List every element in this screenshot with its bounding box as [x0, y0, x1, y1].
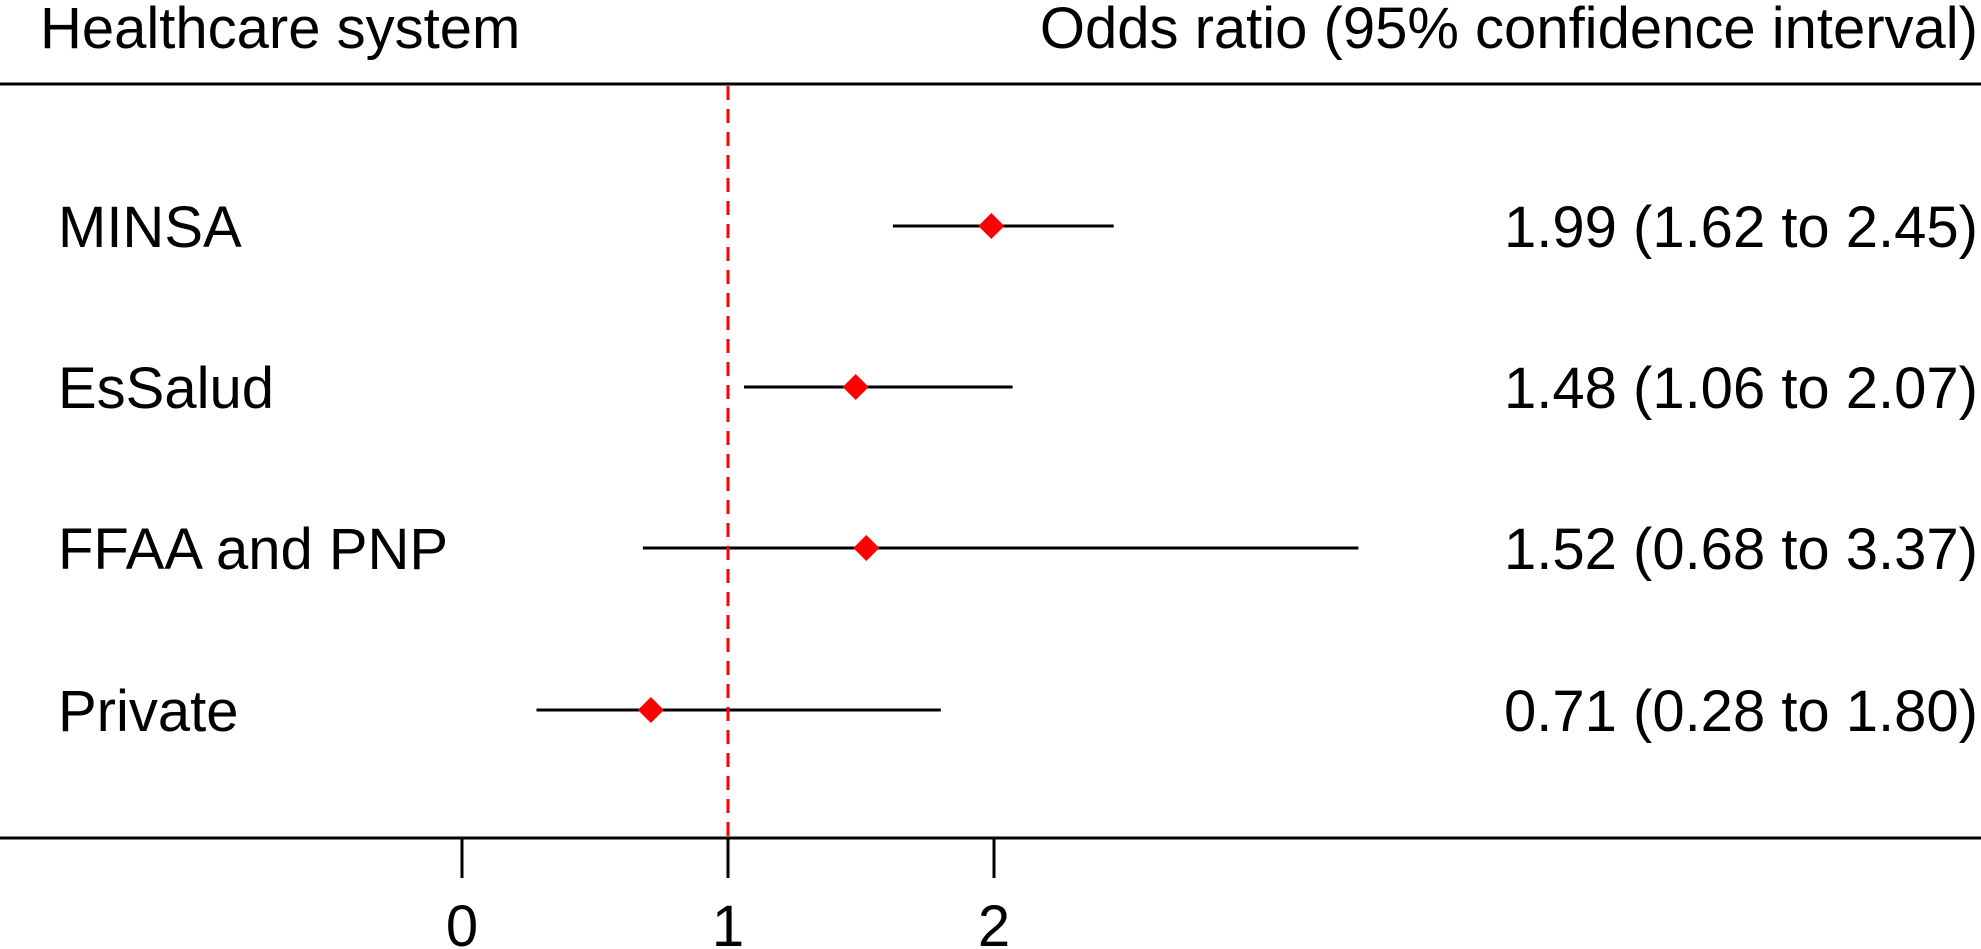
- estimate-marker: [853, 535, 880, 561]
- estimate-marker: [842, 374, 869, 400]
- x-tick-label: 2: [978, 894, 1010, 949]
- row-label: EsSalud: [58, 356, 274, 421]
- x-tick-label: 1: [712, 894, 744, 949]
- row-value-text: 1.48 (1.06 to 2.07): [1504, 356, 1978, 421]
- row-label: FFAA and PNP: [58, 517, 448, 582]
- forest-row: MINSA 1.99 (1.62 to 2.45): [58, 195, 1978, 260]
- row-label: Private: [58, 679, 239, 744]
- forest-row: Private 0.71 (0.28 to 1.80): [58, 679, 1978, 744]
- right-column-header: Odds ratio (95% confidence interval): [1040, 0, 1978, 61]
- row-value-text: 0.71 (0.28 to 1.80): [1504, 679, 1978, 744]
- estimate-marker: [637, 697, 664, 723]
- forest-row: EsSalud 1.48 (1.06 to 2.07): [58, 356, 1978, 421]
- row-label: MINSA: [58, 195, 242, 260]
- forest-row: FFAA and PNP 1.52 (0.68 to 3.37): [58, 517, 1978, 582]
- x-tick-label: 0: [446, 894, 478, 949]
- left-column-header: Healthcare system: [40, 0, 520, 61]
- row-value-text: 1.52 (0.68 to 3.37): [1504, 517, 1978, 582]
- row-value-text: 1.99 (1.62 to 2.45): [1504, 195, 1978, 260]
- estimate-marker: [978, 213, 1005, 239]
